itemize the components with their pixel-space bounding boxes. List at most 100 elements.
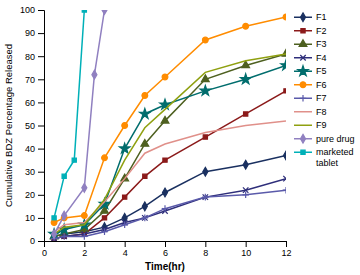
legend: F1F2F3F4F5F6F7F8F9pure drugmarketedtable… (294, 12, 355, 168)
legend-marker (300, 55, 305, 60)
x-tick-label: 4 (123, 248, 128, 258)
point (101, 228, 108, 235)
series-line (54, 179, 286, 239)
y-axis-line (38, 11, 45, 242)
legend-item: F7 (294, 93, 327, 103)
y-tick-mark (38, 195, 44, 196)
legend-item: F4 (294, 53, 327, 63)
point (203, 194, 208, 199)
x-tick: 2 (82, 241, 87, 258)
point (62, 211, 67, 220)
point (102, 10, 107, 14)
legend-label: pure drug (316, 134, 355, 144)
point (119, 143, 129, 153)
y-tick-mark (38, 33, 44, 34)
legend-marker (300, 95, 307, 102)
point (62, 174, 66, 178)
legend-item: marketedtablet (294, 147, 354, 168)
point (281, 60, 286, 70)
y-tick-label: 0 (30, 236, 35, 246)
point (102, 216, 106, 220)
y-tick-mark (38, 10, 44, 11)
point (284, 89, 286, 93)
point (162, 74, 168, 80)
x-tick-mark (125, 241, 126, 247)
point (161, 116, 169, 123)
y-tick: 0 (30, 236, 44, 246)
legend-marker (300, 134, 305, 143)
data-area (49, 10, 286, 241)
x-axis-title: Time(hr) (145, 261, 185, 272)
x-tick-mark (286, 241, 287, 247)
x-tick-label: 12 (281, 248, 291, 258)
legend-marker (300, 13, 305, 22)
series (52, 10, 86, 220)
series-line (54, 190, 286, 239)
legend-marker (299, 40, 307, 47)
legend-label: F7 (316, 93, 327, 103)
point (61, 234, 66, 239)
x-tick-label: 10 (241, 248, 251, 258)
y-tick: 40 (25, 144, 44, 154)
y-tick-mark (38, 241, 44, 242)
point (240, 74, 250, 84)
x-tick: 6 (163, 241, 168, 258)
x-tick: 4 (123, 241, 128, 258)
legend-label: F6 (316, 80, 327, 90)
y-tick-label: 80 (25, 52, 35, 62)
x-tick: 12 (281, 241, 291, 258)
legend-item: F6 (294, 80, 327, 90)
x-tick-mark (246, 241, 247, 247)
legend-item: F1 (294, 12, 327, 22)
point (160, 99, 170, 109)
x-tick-mark (84, 241, 85, 247)
x-tick: 10 (241, 241, 251, 258)
point (203, 135, 207, 139)
point (242, 192, 249, 199)
legend-marker (298, 66, 308, 76)
y-tick-label: 30 (25, 167, 35, 177)
legend-marker (301, 150, 305, 154)
legend-swatch (294, 111, 312, 113)
x-tick-mark (205, 241, 206, 247)
point (162, 205, 169, 212)
legend-item: F5 (294, 66, 327, 77)
point (123, 195, 127, 199)
y-tick-mark (38, 126, 44, 127)
point (283, 187, 286, 194)
point (52, 216, 56, 220)
y-tick-label: 70 (25, 75, 35, 85)
legend-item: F9 (294, 120, 327, 130)
point (142, 215, 149, 222)
point (72, 158, 76, 162)
point (143, 174, 147, 178)
point (243, 160, 248, 169)
point (142, 215, 147, 220)
legend-label: F5 (316, 66, 327, 76)
series-line (54, 65, 286, 234)
y-tick-label: 10 (25, 213, 35, 223)
y-tick: 10 (25, 213, 44, 223)
y-tick-label: 90 (25, 28, 35, 38)
y-axis: 0102030405060708090100 (20, 5, 45, 246)
plot: 0246810120102030405060708090100Time(hr)C… (3, 5, 292, 272)
point (141, 140, 149, 147)
y-tick-label: 100 (20, 5, 35, 15)
legend-label: F2 (316, 26, 327, 36)
x-tick-label: 6 (163, 248, 168, 258)
y-tick: 70 (25, 75, 44, 85)
point (203, 167, 208, 176)
y-tick-mark (38, 149, 44, 150)
series-line (54, 10, 104, 234)
point (202, 37, 208, 43)
y-tick-mark (38, 102, 44, 103)
point (283, 151, 286, 160)
point (283, 176, 286, 181)
y-tick-mark (38, 79, 44, 80)
legend-item: F3 (294, 39, 327, 49)
legend-swatch (294, 125, 312, 127)
y-tick-mark (38, 172, 44, 173)
point (283, 14, 286, 20)
point (121, 222, 128, 229)
point (162, 188, 167, 197)
